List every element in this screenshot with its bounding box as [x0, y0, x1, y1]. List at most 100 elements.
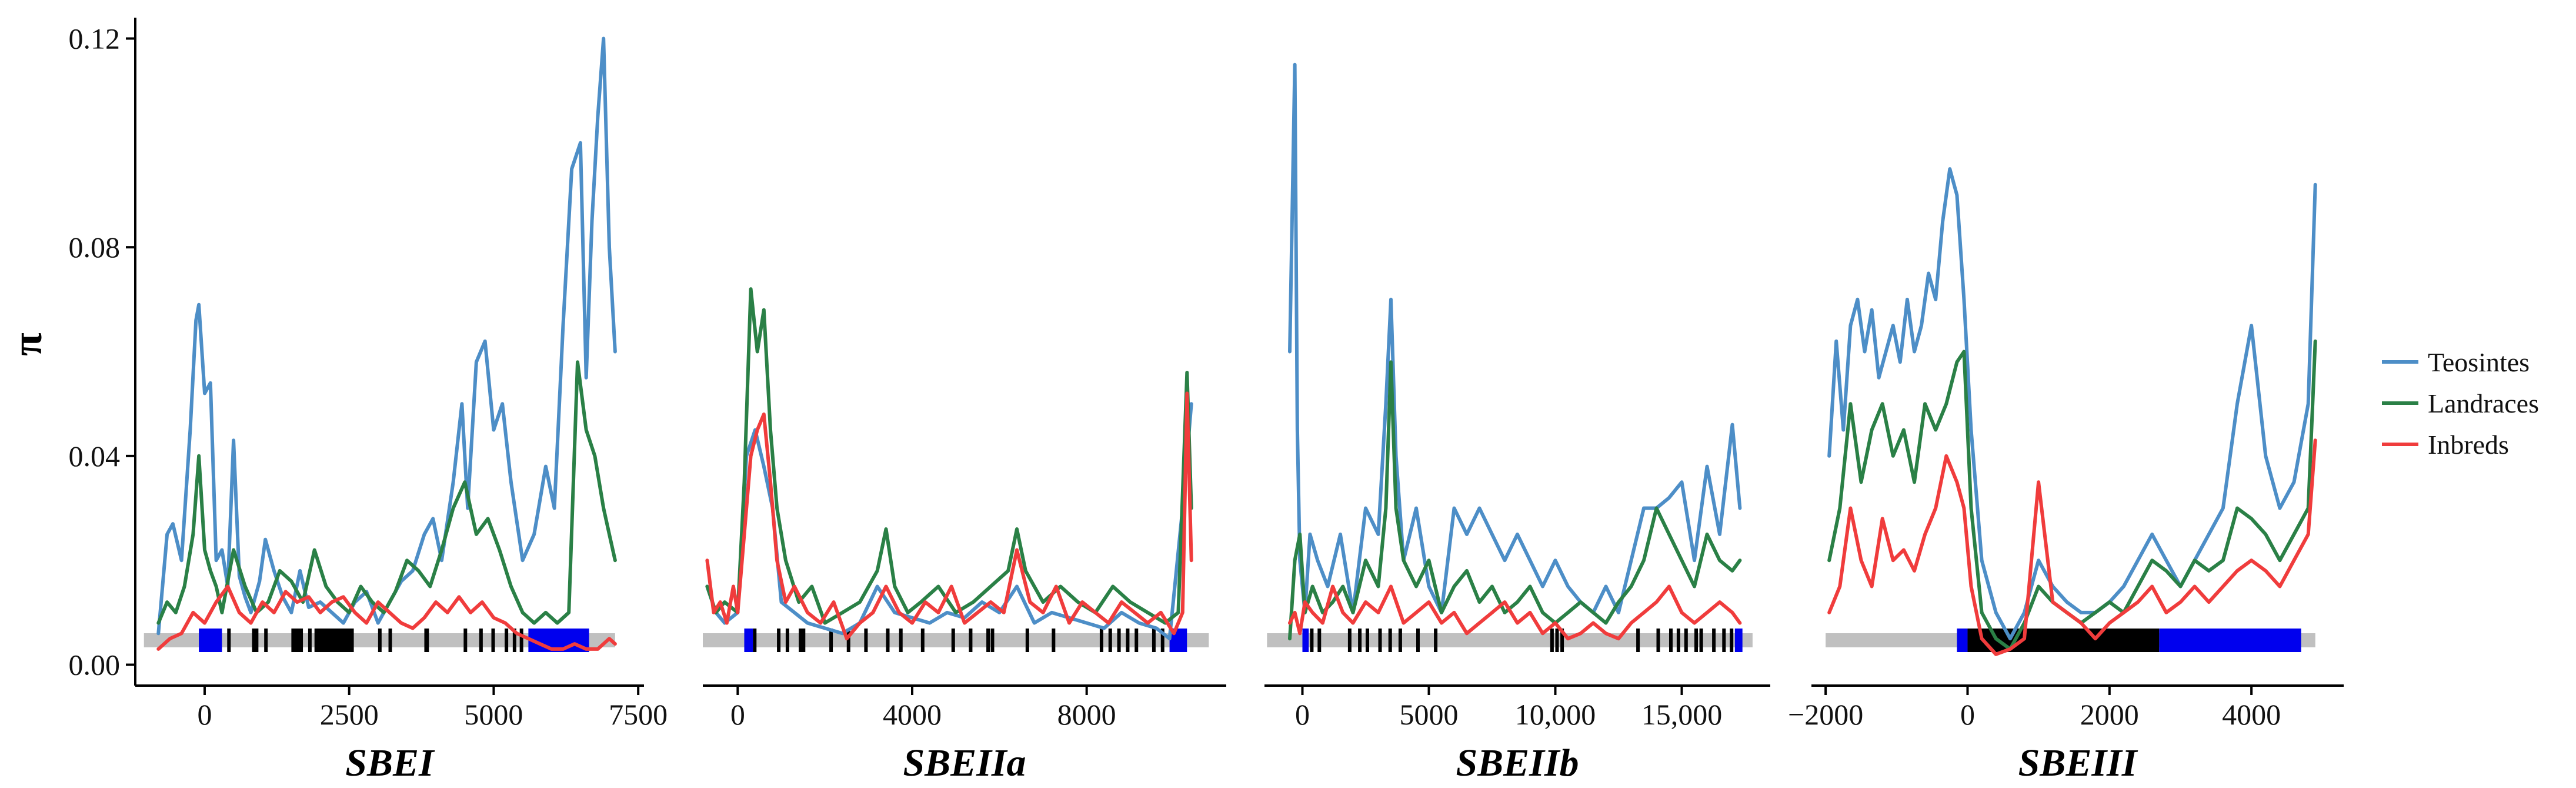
exon-block: [463, 629, 468, 652]
exon-block: [1722, 629, 1726, 652]
exon-block: [1025, 629, 1029, 652]
utr-block: [1302, 629, 1309, 652]
gene-model: [1267, 629, 1753, 652]
panel-title: SBEIIb: [1456, 742, 1579, 784]
exon-block: [1416, 629, 1420, 652]
exon-block: [1669, 629, 1673, 652]
exon-block: [1555, 629, 1559, 652]
exon-block: [1317, 629, 1322, 652]
utr-block: [1957, 629, 1968, 652]
exon-block: [1099, 629, 1103, 652]
exon-block: [424, 629, 429, 652]
y-tick-label: 0.08: [69, 231, 121, 264]
exon-block: [1712, 629, 1716, 652]
exon-block: [1347, 629, 1352, 652]
exon-block: [1560, 629, 1564, 652]
x-tick-label: 2500: [320, 698, 379, 731]
panel-sbeiia: 0 4000 8000 SBEIIa: [703, 287, 1226, 784]
panels: 0 2500 5000 7500 SBEI 0 4000 8000 SBEIIa 0 5000 10,…: [135, 36, 2344, 784]
x-axis: 0 5000 10,000 15,000: [1264, 684, 1770, 731]
exon-block: [1310, 629, 1314, 652]
exon-block: [264, 629, 268, 652]
exon-block: [753, 629, 757, 652]
exon-block: [777, 629, 781, 652]
panel-title: SBEIIa: [903, 742, 1026, 784]
exon-block: [785, 629, 789, 652]
series-line-inbreds: [1827, 438, 2317, 656]
exon-block: [920, 629, 925, 652]
gene-model: [144, 629, 615, 652]
exon-block: [829, 629, 833, 652]
x-tick-label: 5000: [464, 698, 523, 731]
legend-label-teosintes: Teosintes: [2428, 347, 2530, 377]
exon-block: [899, 629, 903, 652]
panel-sbeiii: −2000 0 2000 4000 SBEIII: [1788, 167, 2344, 784]
exon-block: [505, 629, 509, 652]
y-axis-title: π: [4, 333, 51, 355]
x-tick-label: 8000: [1057, 698, 1116, 731]
x-tick-label: 10,000: [1515, 698, 1596, 731]
series-line-teosintes: [1827, 167, 2317, 641]
exon-block: [1730, 629, 1734, 652]
x-tick-label: 15,000: [1641, 698, 1723, 731]
utr-block: [2159, 629, 2301, 652]
x-axis: 0 4000 8000: [703, 684, 1226, 731]
y-tick-label: 0.04: [69, 440, 121, 473]
exon-block: [308, 629, 312, 652]
series-line-landraces: [1827, 339, 2317, 651]
exon-block: [479, 629, 483, 652]
exon-block: [1694, 629, 1698, 652]
exon-block: [1152, 629, 1156, 652]
x-tick-label: 5000: [1400, 698, 1459, 731]
exon-block: [886, 629, 890, 652]
x-tick-label: 0: [1960, 698, 1975, 731]
exon-block: [378, 629, 382, 652]
exon-block: [1656, 629, 1660, 652]
x-axis: 0 2500 5000 7500: [135, 684, 668, 731]
utr-block: [199, 629, 222, 652]
series-line-teosintes: [705, 402, 1193, 641]
exon-block: [291, 629, 303, 652]
exon-block: [227, 629, 231, 652]
exon-block: [252, 629, 259, 652]
exon-block: [986, 629, 990, 652]
series-line-landraces: [1288, 360, 1742, 641]
series-line-teosintes: [156, 36, 617, 636]
series-line-inbreds: [156, 584, 617, 651]
panel-title: SBEIII: [2018, 742, 2138, 784]
panel-sbei: 0 2500 5000 7500 SBEI: [135, 36, 668, 784]
x-tick-label: 4000: [883, 698, 942, 731]
series-line-landraces: [156, 360, 617, 625]
exon-block: [1108, 629, 1112, 652]
exon-block: [519, 629, 523, 652]
exon-block: [799, 629, 806, 652]
x-axis: −2000 0 2000 4000: [1788, 684, 2344, 731]
exon-block: [388, 629, 392, 652]
exon-block: [1126, 629, 1130, 652]
series-line-landraces: [705, 287, 1193, 625]
exon-block: [969, 629, 973, 652]
exon-block: [990, 629, 995, 652]
y-tick-label: 0.00: [69, 649, 121, 681]
utr-block: [1734, 629, 1743, 652]
exon-block: [1398, 629, 1402, 652]
exon-block: [1134, 629, 1139, 652]
x-tick-label: 2000: [2080, 698, 2139, 731]
y-axis: π 0.00 0.04 0.08 0.12: [4, 18, 136, 686]
exon-block: [951, 629, 955, 652]
gene-model: [703, 629, 1209, 652]
exon-block: [1550, 629, 1554, 652]
y-tick-label: 0.12: [69, 22, 121, 55]
exon-block: [1378, 629, 1382, 652]
x-tick-label: 7500: [609, 698, 668, 731]
x-tick-label: 4000: [2222, 698, 2281, 731]
legend-label-landraces: Landraces: [2428, 388, 2539, 418]
exon-block: [314, 629, 354, 652]
exon-block: [1434, 629, 1438, 652]
panel-sbeiib: 0 5000 10,000 15,000 SBEIIb: [1264, 62, 1770, 784]
exon-block: [1636, 629, 1640, 652]
exon-block: [846, 629, 850, 652]
exon-block: [1684, 629, 1688, 652]
